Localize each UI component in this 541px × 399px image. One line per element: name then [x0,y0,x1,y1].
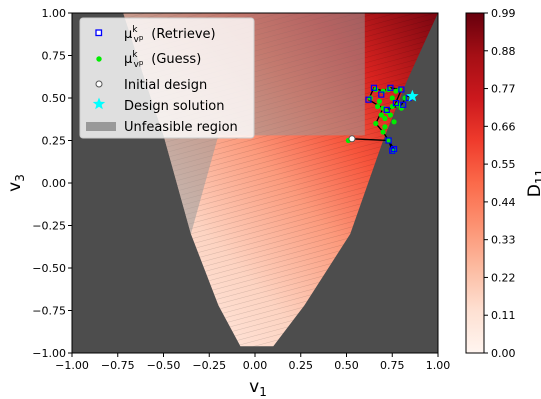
guess-point [380,88,386,94]
guess-point [380,129,386,135]
retrieve-point [400,101,407,108]
design-solution-marker [406,89,419,102]
colorbar-tick-label: 0.22 [491,271,516,284]
guess-point [391,148,397,154]
colorbar-tick-label: 0.99 [491,7,516,20]
guess-point [367,95,373,101]
x-axis-label-subscript: 1 [259,385,267,399]
initial-design-marker [348,135,356,143]
legend-marker-retrieve [95,29,103,37]
x-tick-label: −0.50 [147,359,181,372]
guess-point [396,86,403,93]
guess-point [385,137,392,144]
legend: μk vp (Retrieve) μk vp (Guess) Initial desig… [79,17,255,139]
y-tick-label: 0.00 [42,177,67,190]
y-tick-label: 0.75 [42,50,67,63]
guess-point [373,86,379,93]
legend-marker-guess [96,56,102,62]
guess-point [382,124,388,130]
y-tick-label: −1.00 [32,347,66,360]
x-tick-label: 0.00 [243,359,268,372]
legend-marker-initial [95,80,103,88]
x-tick-label: 0.75 [380,359,405,372]
retrieve-point [398,86,405,93]
legend-label-unfeasible: Unfeasible region [124,120,238,135]
guess-point [378,112,384,118]
legend-marker-unfeasible [86,122,116,131]
x-axis: −1.00 −0.75 −0.50 −0.25 0.00 0.25 0.50 0.75 1.00 [55,353,450,372]
x-axis-label: v1 [249,377,267,399]
guess-point [391,119,397,125]
colorbar-tick-label: 0.33 [491,234,516,247]
y-tick-label: −0.25 [32,220,66,233]
y-axis-label-subscript: 3 [13,174,27,182]
x-tick-label: 0.50 [334,359,359,372]
guess-point [387,112,394,118]
colorbar-tick-label: 0.66 [491,120,516,133]
guess-points [345,86,408,154]
colorbar-tick-label: 0.11 [491,309,516,322]
legend-box [79,17,255,139]
y-tick-label: −0.50 [32,262,66,275]
x-tick-label: −0.25 [192,359,226,372]
guess-point [389,95,395,101]
x-tick-label: −1.00 [55,359,89,372]
guess-point [385,86,392,93]
colorbar: 0.00 0.11 0.22 0.33 0.44 0.55 0.66 0.77 0.88 0.99… [465,7,541,360]
colorbar-tick-label: 0.77 [491,83,516,96]
colorbar-tick-label: 0.88 [491,45,516,58]
retrieve-point [383,106,390,114]
x-tick-label: 1.00 [426,359,451,372]
retrieve-point [378,91,385,98]
guess-point [375,103,381,110]
colorbar-label-subscript: 11 [533,169,541,184]
colorbar-tick-label: 0.44 [491,196,516,209]
legend-marker-solution [92,97,106,110]
y-tick-label: 0.50 [42,92,67,105]
colorbar-tick-label: 0.00 [491,347,516,360]
guess-point [376,98,383,104]
retrieve-point [389,147,396,154]
y-axis-label: v3 [5,174,27,192]
retrieve-point [392,99,400,107]
y-tick-label: 1.00 [42,7,67,20]
colorbar-ticks: 0.00 0.11 0.22 0.33 0.44 0.55 0.66 0.77 0.88 0.99 [484,7,516,360]
retrieve-point [390,145,398,153]
guess-point [402,95,408,101]
colorbar-label: D11 [525,169,541,197]
x-tick-label: −0.75 [101,359,135,372]
guess-point [373,120,379,127]
legend-label-guess: μk vp (Guess) [124,50,201,70]
retrieve-point [365,96,372,103]
guess-point [389,103,395,110]
legend-label-solution: Design solution [124,99,225,114]
guess-point [398,105,404,111]
legend-label-retrieve: μk vp (Retrieve) [124,25,216,45]
retrieve-point [385,137,392,144]
colorbar-tick-label: 0.55 [491,158,516,171]
retrieve-point [370,84,378,91]
y-tick-label: 0.25 [42,135,67,148]
guess-point [382,115,388,121]
y-tick-label: −0.75 [32,305,66,318]
x-tick-label: 0.25 [289,359,314,372]
colorbar-gradient [465,12,485,354]
retrieve-point [387,84,394,91]
legend-label-initial: Initial design [124,78,207,93]
y-axis: −1.00 −0.75 −0.50 −0.25 0.00 0.25 0.50 0.75 1.00 [32,7,72,360]
